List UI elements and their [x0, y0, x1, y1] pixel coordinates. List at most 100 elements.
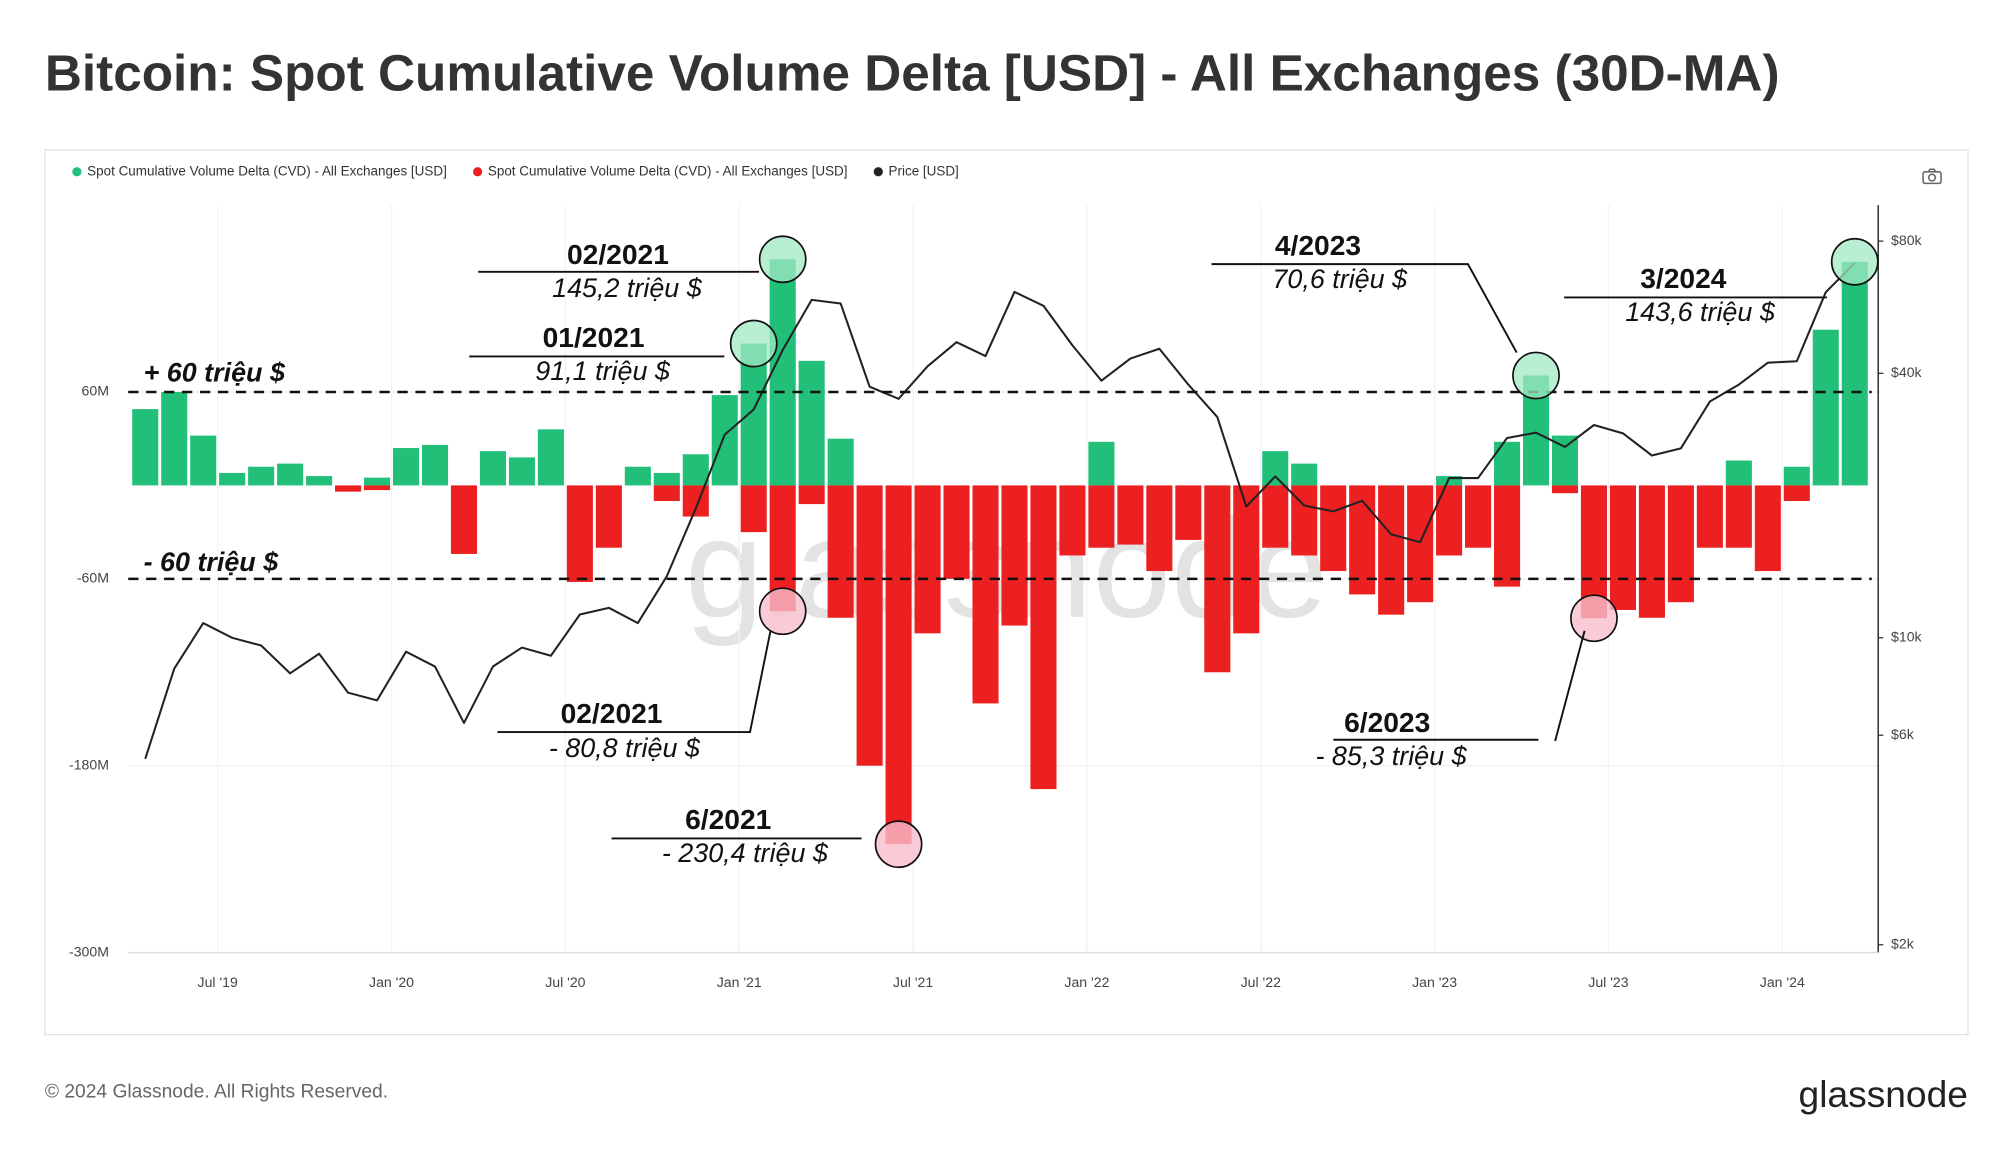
x-tick-label: Jul '22	[1241, 974, 1281, 990]
bar	[1696, 485, 1723, 548]
bar	[364, 485, 391, 491]
y2-tick-label: $2k	[1891, 935, 1915, 951]
annotation-value: 143,6 triệu $	[1625, 297, 1776, 327]
bar	[566, 485, 593, 582]
x-tick-label: Jan '22	[1064, 974, 1109, 990]
bar	[248, 466, 275, 486]
bar	[1291, 463, 1318, 486]
annotation-date: 02/2021	[561, 697, 663, 729]
legend-label: Spot Cumulative Volume Delta (CVD) - All…	[488, 163, 848, 178]
x-tick-label: Jul '23	[1588, 974, 1628, 990]
bar	[1030, 485, 1057, 790]
bar	[1117, 485, 1144, 545]
x-tick-label: Jan '21	[717, 974, 762, 990]
bar	[653, 485, 680, 501]
legend-marker	[72, 167, 82, 177]
bar	[595, 485, 622, 548]
y-tick-label: -180M	[69, 756, 109, 772]
bar	[914, 485, 941, 634]
bar	[885, 485, 912, 845]
logo: glassnode	[1799, 1073, 1968, 1115]
bar	[740, 485, 767, 533]
bar	[1088, 485, 1115, 548]
bar	[943, 485, 970, 579]
highlight-circle	[729, 319, 778, 368]
footer: © 2024 Glassnode. All Rights Reserved.	[45, 1081, 388, 1102]
bar	[306, 476, 333, 486]
legend-marker	[873, 167, 883, 177]
annotation-value: - 230,4 triệu $	[662, 838, 829, 868]
annotation-line	[497, 630, 772, 734]
bar	[335, 485, 362, 492]
x-tick-label: Jul '19	[198, 974, 238, 990]
bar	[421, 444, 449, 486]
bar	[653, 472, 680, 486]
bar	[682, 454, 709, 486]
x-tick-label: Jan '20	[369, 974, 414, 990]
bar	[190, 435, 217, 486]
bar	[219, 472, 246, 486]
bar	[972, 485, 999, 704]
camera-icon[interactable]	[1922, 168, 1942, 185]
annotation-value: 91,1 triệu $	[535, 356, 671, 386]
bar	[161, 391, 188, 486]
x-tick-label: Jan '23	[1412, 974, 1457, 990]
x-tick-label: Jul '20	[545, 974, 585, 990]
highlight-circle	[1830, 237, 1879, 286]
y-tick-label: -300M	[69, 943, 109, 959]
annotation-date: 6/2021	[685, 803, 771, 835]
bar	[392, 448, 420, 486]
bar	[827, 438, 854, 486]
y2-tick-label: $80k	[1891, 232, 1923, 248]
bar	[1494, 441, 1521, 486]
bar	[1494, 485, 1521, 587]
bar	[856, 485, 883, 766]
highlight-circle	[758, 587, 807, 636]
y2-tick-label: $10k	[1891, 628, 1923, 644]
bar	[132, 409, 159, 486]
chart-frame	[44, 149, 1969, 1036]
bar	[1146, 485, 1173, 572]
bar	[1551, 485, 1579, 494]
reference-label: - 60 triệu $	[144, 547, 280, 577]
highlight-circle	[758, 235, 807, 284]
reference-label: + 60 triệu $	[144, 357, 286, 387]
highlight-circle	[1570, 594, 1618, 643]
annotation-date: 02/2021	[567, 238, 669, 270]
bar	[1725, 460, 1752, 486]
x-tick-label: Jul '21	[893, 974, 933, 990]
bar	[277, 463, 304, 486]
bar	[1754, 485, 1781, 572]
legend-label: Price [USD]	[889, 163, 959, 178]
bar	[508, 457, 535, 486]
annotation-date: 6/2023	[1344, 706, 1430, 738]
bar	[364, 477, 391, 486]
legend-label: Spot Cumulative Volume Delta (CVD) - All…	[87, 163, 447, 178]
annotation-date: 4/2023	[1275, 229, 1361, 261]
annotation-line	[1211, 263, 1518, 354]
bar	[711, 395, 738, 486]
bar	[827, 485, 854, 618]
highlight-circle	[1512, 351, 1560, 400]
bar	[1436, 476, 1463, 486]
y2-tick-label: $6k	[1891, 726, 1915, 742]
bar	[1725, 485, 1752, 548]
bar	[1551, 435, 1579, 486]
bar	[1465, 485, 1492, 548]
bar	[1812, 329, 1839, 486]
annotation-value: - 80,8 triệu $	[549, 733, 701, 763]
price-line	[144, 262, 1856, 760]
bar	[682, 485, 709, 517]
bar	[1667, 485, 1694, 603]
annotation-date: 01/2021	[543, 321, 645, 353]
annotation-value: - 85,3 triệu $	[1315, 741, 1467, 771]
bar	[1638, 485, 1665, 618]
x-tick-label: Jan '24	[1760, 974, 1805, 990]
bar	[1320, 485, 1347, 572]
bar	[1175, 485, 1202, 540]
bar	[1059, 485, 1086, 556]
bar	[1378, 485, 1405, 615]
bar	[1783, 485, 1810, 501]
